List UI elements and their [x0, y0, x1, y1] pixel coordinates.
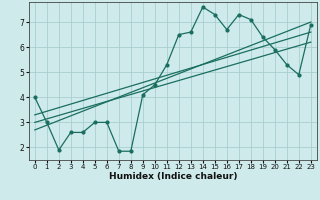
X-axis label: Humidex (Indice chaleur): Humidex (Indice chaleur)	[108, 172, 237, 181]
